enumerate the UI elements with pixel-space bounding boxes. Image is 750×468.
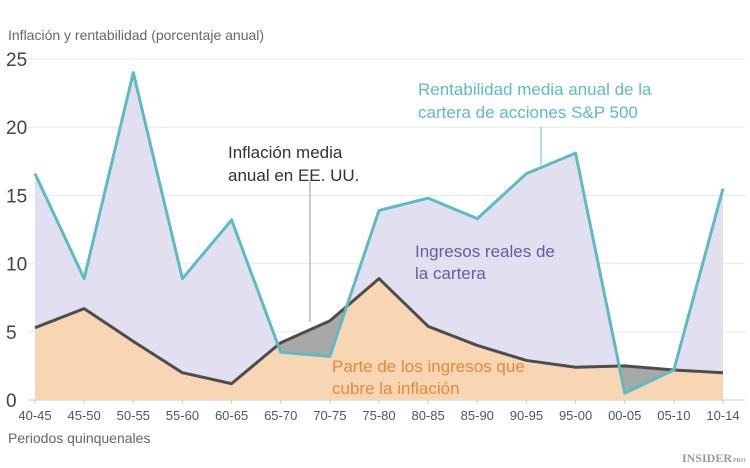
annotation-inflation-part: Parte de los ingresos que cubre la infla…	[332, 357, 530, 398]
x-tick-label: 90-95	[510, 408, 543, 423]
annotation-real-income: Ingresos reales de la cartera	[415, 242, 560, 283]
insider-pro-logo: INSIDERPRO	[682, 451, 746, 465]
annotation-sp500: Rentabilidad media anual de la cartera d…	[418, 80, 656, 122]
inflation-line	[34, 277, 724, 386]
x-tick-label: 85-90	[461, 408, 494, 423]
x-ticks: 40-45 45-50 50-55 55-60 60-65 65-70 70-75 75-80…	[18, 400, 740, 423]
real-income-area	[35, 72, 723, 400]
x-axis-label: Periodos quinquenales	[8, 430, 150, 446]
annotation-inflation: Inflación media anual en EE. UU.	[228, 143, 359, 185]
inflation-part-area	[35, 278, 723, 400]
x-tick-label: 10-14	[706, 408, 739, 423]
x-tick-label: 60-65	[215, 408, 248, 423]
y-tick-label: 25	[6, 50, 27, 71]
y-tick-label: 0	[6, 391, 17, 412]
x-tick-label: 65-70	[264, 408, 297, 423]
areas	[35, 72, 723, 400]
x-tick-label: 40-45	[18, 408, 51, 423]
y-tick-label: 5	[6, 323, 17, 344]
x-tick-label: 00-05	[608, 408, 641, 423]
x-tick-label: 70-75	[313, 408, 346, 423]
x-tick-label: 80-85	[412, 408, 445, 423]
x-tick-label: 55-60	[166, 408, 199, 423]
y-tick-label: 15	[6, 186, 27, 207]
y-tick-label: 20	[6, 118, 27, 139]
x-tick-label: 05-10	[657, 408, 690, 423]
x-tick-label: 95-00	[559, 408, 592, 423]
series-lines	[33, 71, 725, 395]
chart-title: Inflación y rentabilidad (porcentaje anu…	[8, 27, 264, 43]
y-ticks: 0 5 10 15 20 25	[6, 50, 27, 412]
x-tick-label: 75-80	[362, 408, 395, 423]
x-tick-label: 50-55	[117, 408, 150, 423]
sp500-line	[33, 71, 725, 395]
y-tick-label: 10	[6, 255, 27, 276]
x-tick-label: 45-50	[68, 408, 101, 423]
